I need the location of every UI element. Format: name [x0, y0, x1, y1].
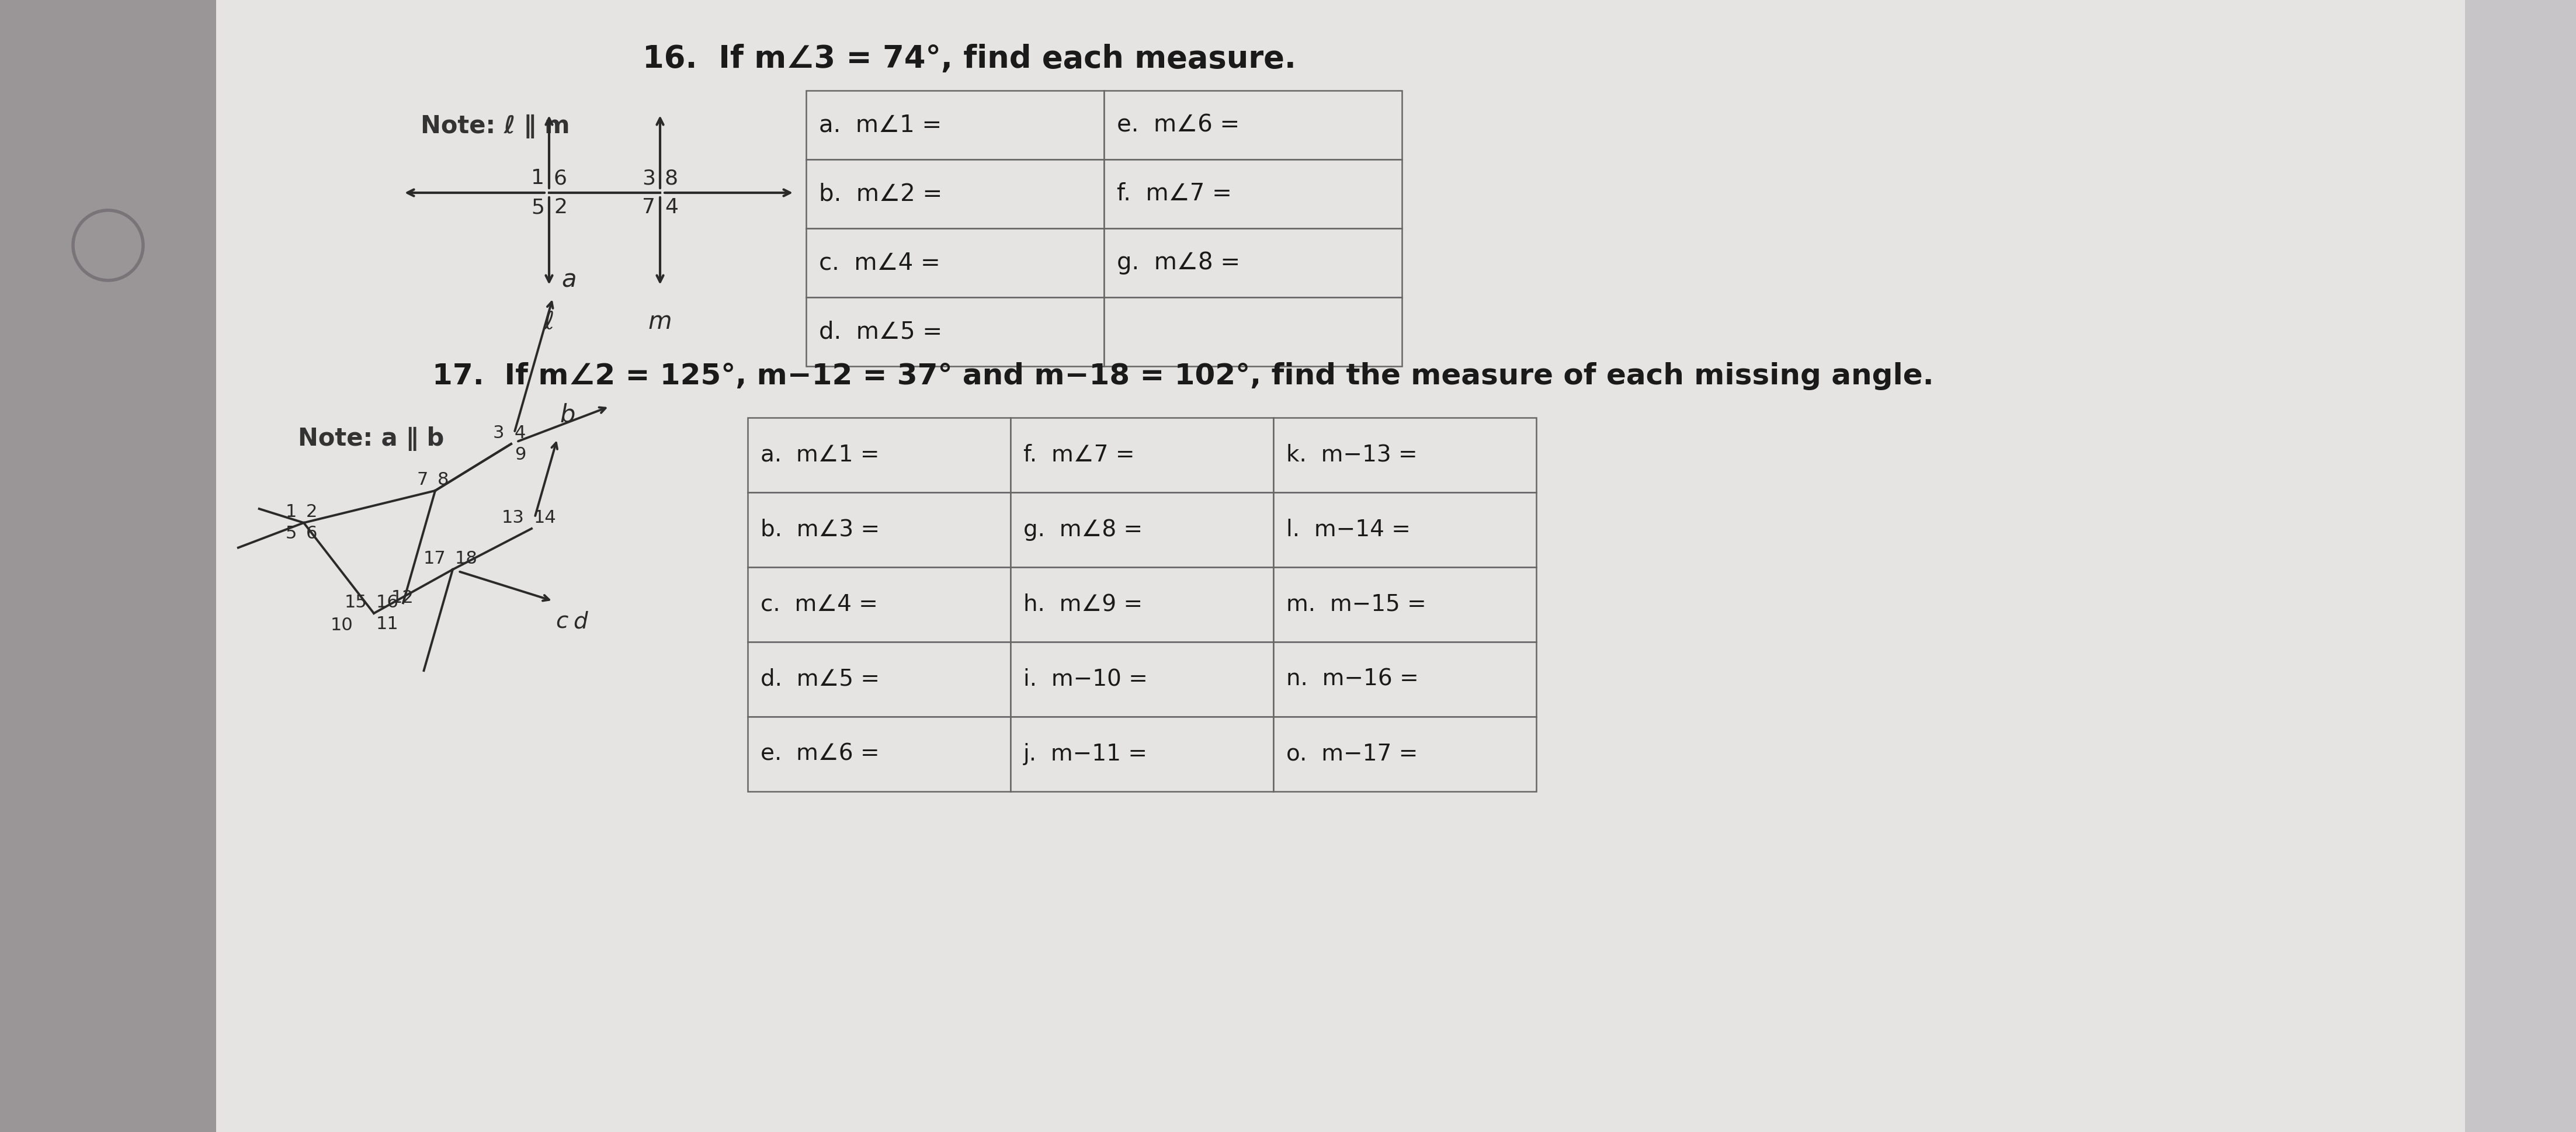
Text: 6: 6	[307, 525, 317, 542]
Bar	[747, 418, 1010, 492]
Text: m: m	[649, 309, 672, 334]
Text: c.  m∠4 =: c. m∠4 =	[760, 593, 878, 616]
Text: f.  m∠7 =: f. m∠7 =	[1023, 444, 1133, 466]
Bar	[1010, 567, 1273, 642]
Bar	[806, 298, 1105, 367]
Text: 13: 13	[502, 509, 526, 526]
Text: 1: 1	[286, 504, 296, 521]
Bar	[1273, 642, 1535, 717]
Bar	[1010, 717, 1273, 791]
Text: 15: 15	[345, 594, 366, 611]
Text: m.  m−15 =: m. m−15 =	[1285, 593, 1427, 616]
Text: k.  m−13 =: k. m−13 =	[1285, 444, 1417, 466]
Text: c: c	[556, 610, 569, 633]
Text: l.  m−14 =: l. m−14 =	[1285, 518, 1412, 541]
Text: i.  m−10 =: i. m−10 =	[1023, 668, 1149, 691]
Text: c.  m∠4 =: c. m∠4 =	[819, 251, 940, 275]
Bar	[747, 717, 1010, 791]
Text: 6: 6	[554, 169, 567, 188]
Text: d.  m∠5 =: d. m∠5 =	[819, 320, 943, 343]
Text: 4: 4	[665, 197, 677, 217]
Text: 17: 17	[422, 550, 446, 567]
Text: 14: 14	[533, 509, 556, 526]
Text: 16: 16	[376, 594, 399, 611]
Text: d: d	[574, 610, 587, 633]
Bar	[216, 0, 2465, 1132]
Bar	[1010, 418, 1273, 492]
Bar	[1010, 492, 1273, 567]
Text: 12: 12	[392, 590, 415, 607]
Text: 7: 7	[641, 197, 654, 217]
Bar	[1273, 567, 1535, 642]
Text: 1: 1	[531, 169, 544, 188]
Text: a.  m∠1 =: a. m∠1 =	[819, 113, 943, 137]
Text: j.  m−11 =: j. m−11 =	[1023, 743, 1149, 765]
Text: d.  m∠5 =: d. m∠5 =	[760, 668, 878, 691]
Text: o.  m−17 =: o. m−17 =	[1285, 743, 1417, 765]
Bar	[0, 0, 216, 1132]
Bar	[1105, 91, 1401, 160]
Text: e.  m∠6 =: e. m∠6 =	[760, 743, 878, 765]
Text: 11: 11	[376, 616, 399, 633]
Text: 4: 4	[515, 425, 526, 441]
Bar	[1010, 642, 1273, 717]
Text: b: b	[559, 403, 574, 428]
Text: b.  m∠3 =: b. m∠3 =	[760, 518, 881, 541]
Text: 7: 7	[417, 472, 428, 489]
Text: e.  m∠6 =: e. m∠6 =	[1118, 113, 1239, 137]
Text: 5: 5	[286, 525, 296, 542]
Text: h.  m∠9 =: h. m∠9 =	[1023, 593, 1144, 616]
Bar	[747, 492, 1010, 567]
Bar	[1273, 418, 1535, 492]
Text: 17.  If m∠2 = 125°, m−12 = 37° and m−18 = 102°, find the measure of each missing: 17. If m∠2 = 125°, m−12 = 37° and m−18 =…	[433, 362, 1935, 391]
Bar	[806, 229, 1105, 298]
Bar	[806, 160, 1105, 229]
Text: Note: a ∥ b: Note: a ∥ b	[299, 427, 443, 451]
Text: 3: 3	[492, 425, 505, 441]
Bar	[1273, 492, 1535, 567]
Bar	[747, 642, 1010, 717]
Text: ℓ: ℓ	[544, 309, 554, 334]
Text: 18: 18	[456, 550, 477, 567]
Text: g.  m∠8 =: g. m∠8 =	[1023, 518, 1144, 541]
Text: n.  m−16 =: n. m−16 =	[1285, 668, 1419, 691]
Text: Note: ℓ ∥ m: Note: ℓ ∥ m	[420, 114, 569, 138]
Text: b.  m∠2 =: b. m∠2 =	[819, 182, 943, 206]
Bar	[1105, 160, 1401, 229]
Text: 2: 2	[554, 197, 567, 217]
Text: a.  m∠1 =: a. m∠1 =	[760, 444, 878, 466]
Bar	[1273, 717, 1535, 791]
Text: f.  m∠7 =: f. m∠7 =	[1118, 182, 1231, 206]
Text: 5: 5	[531, 197, 544, 217]
Text: 3: 3	[641, 169, 654, 188]
Bar	[806, 91, 1105, 160]
Text: 10: 10	[330, 617, 353, 634]
Text: 2: 2	[307, 504, 317, 521]
Bar	[1105, 229, 1401, 298]
Text: 8: 8	[438, 472, 448, 489]
Text: a: a	[562, 267, 577, 292]
Text: 9: 9	[515, 446, 526, 463]
Text: 16.  If m∠3 = 74°, find each measure.: 16. If m∠3 = 74°, find each measure.	[641, 44, 1296, 75]
Text: 8: 8	[665, 169, 677, 188]
Bar	[1105, 298, 1401, 367]
Text: g.  m∠8 =: g. m∠8 =	[1118, 251, 1239, 275]
Bar	[747, 567, 1010, 642]
